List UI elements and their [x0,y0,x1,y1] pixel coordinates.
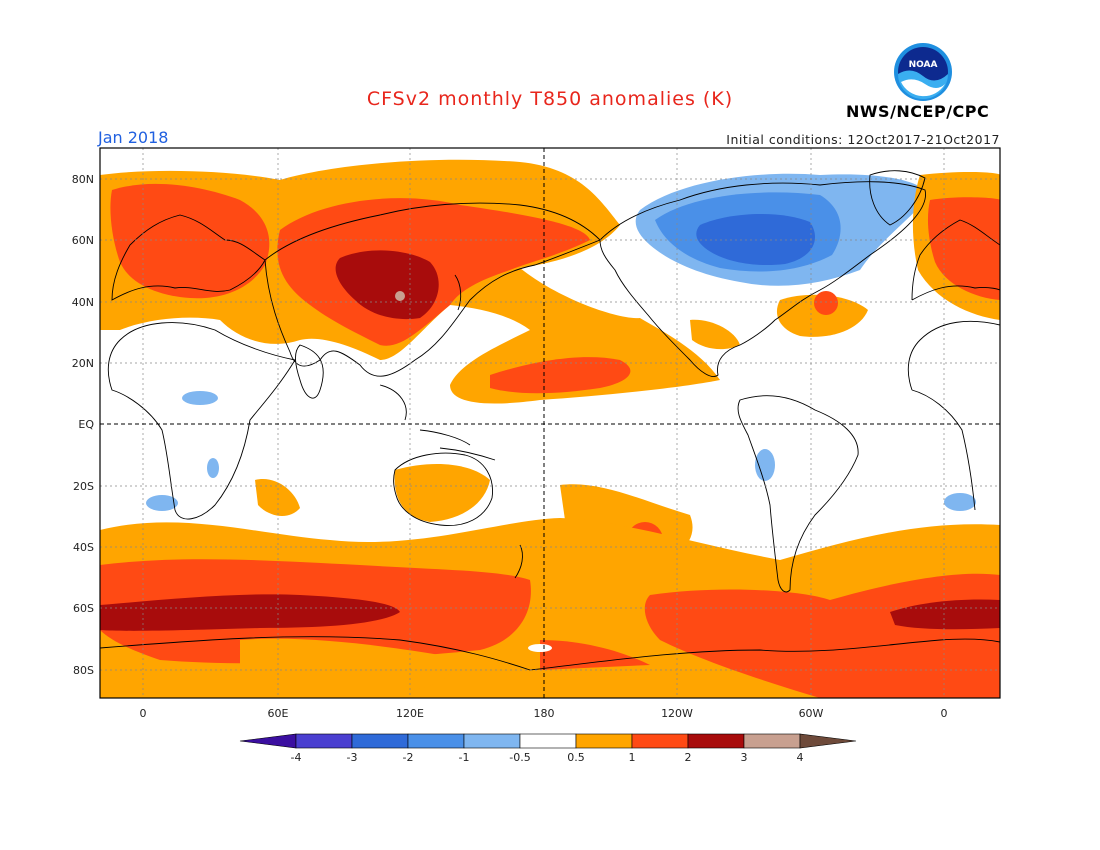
agency-label: NWS/NCEP/CPC [846,102,990,121]
lon-label: 0 [140,707,147,720]
lon-label: 0 [941,707,948,720]
colorbar-low-arrow [239,733,297,749]
lat-label: 20N [72,357,94,370]
map-frame [99,147,1001,699]
lon-label: 180 [534,707,555,720]
lat-label: 40N [72,296,94,309]
lat-label: 80N [72,173,94,186]
lon-label: 120W [661,707,693,720]
colorbar-swatch [687,733,745,749]
graticule [100,148,1000,698]
initial-conditions: Initial conditions: 12Oct2017-21Oct2017 [726,132,1000,147]
colorbar-swatch [463,733,521,749]
atlantic-warm-region [776,294,868,337]
anomaly-fields [100,148,1000,698]
colorbar-label: -0.5 [509,751,530,764]
colorbar-swatch [631,733,689,749]
east-na-warm [690,319,740,350]
lat-label: 60S [73,602,94,615]
colorbar-swatch [575,733,633,749]
map-title: CFSv2 monthly T850 anomalies (K) [366,88,734,110]
southern-ocean-extreme-east [890,599,1000,630]
colorbar-swatch [743,733,801,749]
north-america-coast [599,181,926,377]
colorbar: -4 -3 -2 -1 -0.5 0.5 1 2 3 4 [239,733,857,764]
lon-label: 60W [799,707,824,720]
colorbar-swatch [519,733,577,749]
southern-ocean-hot-east [644,573,1000,698]
lat-label: 80S [73,664,94,677]
lon-label: 120E [396,707,424,720]
australia-coast [393,452,493,526]
colorbar-label: 3 [741,751,748,764]
lat-label: 20S [73,480,94,493]
southern-ocean-extreme-west [100,594,400,631]
australia-warm [394,464,490,522]
africa-coast [107,322,296,520]
noaa-logo: NOAA [894,43,952,101]
africa-cold-patch [182,391,218,405]
lat-label: EQ [78,418,94,431]
europe-hot-region [110,183,270,299]
lat-label: 60N [72,234,94,247]
colorbar-label: 1 [629,751,636,764]
lon-axis: 0 60E 120E 180 120W 60W 0 [140,707,948,720]
colorbar-label: 2 [685,751,692,764]
lon-label: 60E [268,707,289,720]
na-cold-inner [696,214,816,266]
colorbar-label: 0.5 [567,751,585,764]
colorbar-label: -1 [459,751,470,764]
colorbar-label: -3 [347,751,358,764]
noaa-logo-text: NOAA [909,60,938,70]
greenland-hot [927,197,1000,300]
colorbar-high-arrow [799,733,857,749]
pacific-hot-region [490,357,631,394]
colorbar-label: -2 [403,751,414,764]
forecast-month: Jan 2018 [98,128,169,147]
colorbar-label: -4 [291,751,302,764]
lat-label: 40S [73,541,94,554]
reference-lines [100,148,1000,698]
coastlines [100,170,1000,671]
antarctica-coast [100,636,1000,671]
lat-axis: 80N 60N 40N 20N EQ 20S 40S 60S 80S [72,173,95,677]
colorbar-swatch [407,733,465,749]
colorbar-swatch [351,733,409,749]
south-america-coast [737,395,859,593]
indian-warm [255,479,300,516]
colorbar-label: 4 [797,751,804,764]
colorbar-swatch [295,733,353,749]
